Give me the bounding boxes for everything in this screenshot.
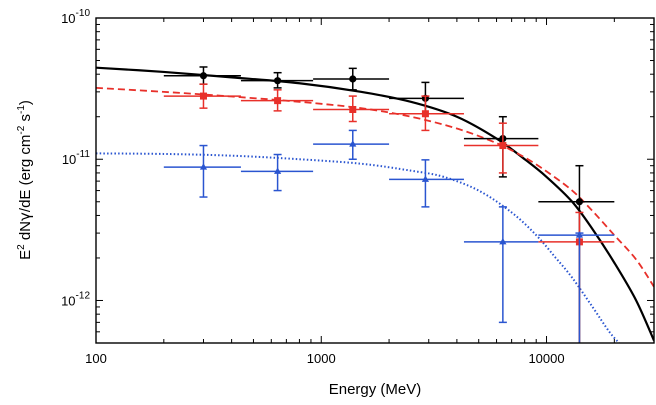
x-tick-label: 100 [85, 351, 107, 366]
marker-square [274, 97, 282, 105]
axes: 100 1000 10000 10-12 10-11 10-10 [61, 8, 655, 366]
marker-circle [274, 77, 282, 85]
x-axis-title: Energy (MeV) [329, 381, 422, 398]
marker-triangle [499, 237, 507, 245]
x-tick-label: 1000 [307, 351, 336, 366]
data-point-triangle [313, 129, 390, 160]
dashed-model-curve [96, 86, 654, 288]
data-point-circle [538, 164, 615, 343]
data-point-circle [163, 66, 241, 85]
marker-circle [575, 198, 584, 206]
marker-triangle [274, 167, 282, 174]
marker-square [349, 105, 357, 113]
model-curves [96, 66, 654, 343]
y-tick-label: 10-10 [61, 8, 90, 26]
marker-square [499, 142, 507, 150]
data-point-triangle [240, 153, 314, 192]
y-tick-label: 10-12 [61, 290, 90, 308]
data-point-square [313, 95, 390, 123]
marker-triangle [199, 163, 208, 170]
solid-model-curve [96, 66, 654, 342]
data-point-square [240, 89, 314, 112]
data-point-circle [313, 67, 390, 91]
marker-triangle [421, 175, 430, 182]
marker-circle [349, 75, 357, 83]
data-point-triangle [389, 159, 464, 208]
dotted-model-curve [96, 152, 620, 343]
y-tick-label: 10-11 [62, 149, 91, 167]
marker-triangle [575, 231, 584, 238]
data-point-triangle [538, 231, 615, 343]
x-tick-label: 10000 [528, 351, 564, 366]
data-point-square [163, 83, 241, 109]
data-point-circle [389, 81, 464, 115]
y-axis-title: E2 dNγ/dE (erg cm-2 s-1) [16, 100, 34, 260]
data-points [163, 66, 615, 343]
marker-square [421, 110, 429, 118]
plot-frame [95, 17, 655, 344]
data-point-square [463, 122, 539, 174]
data-point-square [389, 95, 464, 132]
marker-triangle [349, 140, 357, 147]
data-point-triangle [163, 144, 241, 198]
marker-circle [199, 72, 208, 80]
marker-square [199, 92, 207, 100]
data-point-circle [240, 71, 314, 89]
data-point-triangle [463, 206, 539, 324]
